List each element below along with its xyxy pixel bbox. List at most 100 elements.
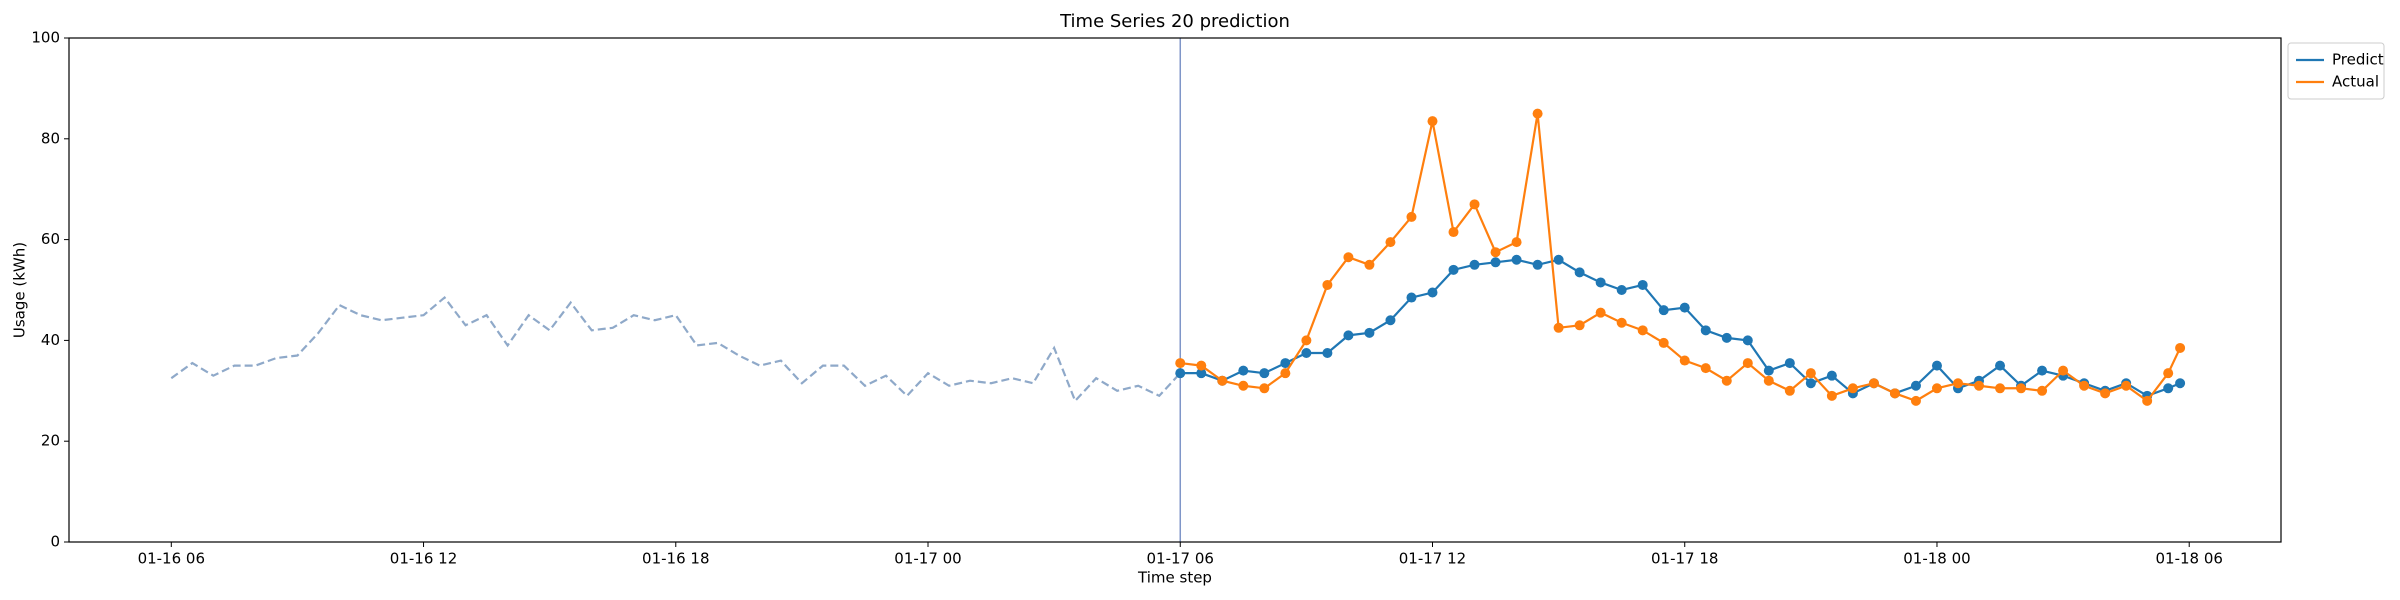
data-point (1574, 267, 1585, 278)
data-point (1658, 337, 1669, 348)
data-point (1175, 368, 1186, 379)
y-axis-label: Usage (kWh) (11, 242, 29, 338)
data-point (1343, 252, 1354, 263)
x-tick-label: 01-18 06 (2155, 550, 2222, 568)
data-point (1784, 385, 1795, 396)
data-point (1322, 279, 1333, 290)
legend-label: Predict (2332, 51, 2384, 69)
data-point (1805, 368, 1816, 379)
data-point (2016, 383, 2027, 394)
data-point (1322, 348, 1333, 358)
data-point (1532, 259, 1543, 270)
data-point (1259, 383, 1270, 394)
x-tick-label: 01-16 18 (642, 550, 709, 568)
data-point (1553, 254, 1564, 265)
data-point (1826, 370, 1837, 381)
data-point (1763, 365, 1774, 376)
data-point (1217, 375, 1228, 386)
data-point (1931, 383, 1942, 394)
data-point (1616, 317, 1627, 328)
data-point (1805, 378, 1816, 389)
data-point (1343, 330, 1354, 341)
data-point (1511, 237, 1522, 248)
y-tick-label: 0 (50, 533, 60, 551)
data-point (1721, 375, 1732, 386)
data-point (1385, 237, 1396, 248)
data-point (2058, 365, 2069, 376)
data-point (1784, 358, 1795, 369)
data-point (1448, 227, 1459, 238)
data-point (1595, 277, 1606, 288)
data-point (1595, 307, 1606, 318)
data-point (1910, 380, 1921, 391)
data-point (1868, 378, 1879, 389)
y-tick-label: 80 (41, 129, 60, 147)
data-point (1511, 254, 1522, 265)
data-point (1763, 375, 1774, 386)
data-point (1637, 325, 1648, 336)
data-point (1995, 383, 2006, 394)
data-point (1280, 368, 1291, 379)
data-point (1301, 348, 1312, 358)
data-point (1490, 247, 1501, 258)
x-axis-label: Time step (1137, 569, 1212, 587)
x-tick-label: 01-18 00 (1903, 550, 1970, 568)
y-tick-label: 100 (31, 29, 60, 47)
y-tick-label: 60 (41, 230, 60, 248)
y-tick-label: 40 (41, 331, 60, 349)
x-tick-label: 01-17 00 (894, 550, 961, 568)
data-point (1700, 325, 1711, 336)
data-point (2100, 388, 2111, 399)
legend-label: Actual (2332, 73, 2379, 91)
data-point (1490, 257, 1501, 268)
data-point (2175, 378, 2186, 389)
data-point (1238, 365, 1249, 376)
data-point (1974, 380, 1985, 391)
data-point (1196, 360, 1207, 371)
data-point (1700, 363, 1711, 374)
data-point (1406, 292, 1417, 303)
data-point (1469, 199, 1480, 210)
data-point (1427, 287, 1438, 298)
data-point (1679, 355, 1690, 366)
x-tick-label: 01-16 12 (390, 550, 457, 568)
data-point (1721, 332, 1732, 343)
data-point (1364, 327, 1375, 338)
data-point (2163, 368, 2174, 379)
chart-title: Time Series 20 prediction (1059, 11, 1290, 32)
data-point (1532, 108, 1543, 119)
data-point (2142, 395, 2153, 406)
data-point (1889, 388, 1900, 399)
data-point (1553, 322, 1564, 333)
data-point (2037, 385, 2048, 396)
data-point (1238, 380, 1249, 391)
data-point (1679, 302, 1690, 313)
data-point (1995, 360, 2006, 371)
data-point (2079, 380, 2090, 391)
data-point (1196, 368, 1207, 379)
data-point (2037, 365, 2048, 376)
data-point (1847, 383, 1858, 394)
data-point (1427, 116, 1438, 127)
data-point (1175, 358, 1186, 369)
data-point (1742, 335, 1753, 346)
data-point (1385, 315, 1396, 326)
x-tick-label: 01-17 06 (1147, 550, 1214, 568)
x-tick-label: 01-17 18 (1651, 550, 1718, 568)
x-tick-label: 01-17 12 (1399, 550, 1466, 568)
data-point (1931, 360, 1942, 371)
data-point (2163, 383, 2174, 394)
data-point (1259, 368, 1270, 379)
data-point (1637, 279, 1648, 290)
data-point (1574, 320, 1585, 331)
data-point (2175, 342, 2186, 353)
data-point (1826, 390, 1837, 401)
data-point (1469, 259, 1480, 270)
data-point (1448, 264, 1459, 275)
data-point (1280, 358, 1291, 369)
data-point (1742, 358, 1753, 369)
data-point (1952, 378, 1963, 389)
data-point (1406, 211, 1417, 222)
